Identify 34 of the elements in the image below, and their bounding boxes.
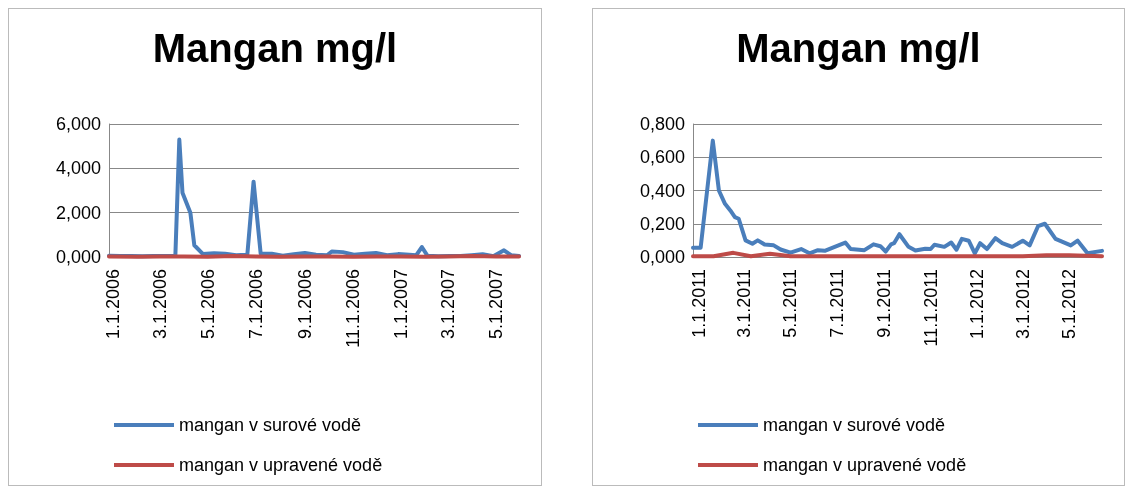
x-tick-label: 11.1.2006 <box>343 269 364 348</box>
legend-label: mangan v surové vodě <box>763 415 946 435</box>
y-tick-label: 0,400 <box>639 180 685 201</box>
x-tick-label: 11.1.2011 <box>920 269 941 347</box>
y-tick-label: 2,000 <box>55 202 101 223</box>
y-tick-label: 4,000 <box>55 158 101 179</box>
x-tick-label: 1.1.2007 <box>391 269 412 340</box>
x-tick-label: 9.1.2011 <box>874 269 895 338</box>
x-tick-label: 3.1.2011 <box>734 269 755 338</box>
x-tick-label: 3.1.2012 <box>1012 269 1033 340</box>
x-tick-label: 7.1.2011 <box>826 269 847 338</box>
x-tick-label: 5.1.2006 <box>197 269 218 340</box>
x-tick-label: 7.1.2006 <box>245 269 266 340</box>
y-tick-label: 6,000 <box>55 114 101 134</box>
x-tick-label: 9.1.2006 <box>294 269 315 340</box>
x-tick-label: 5.1.2011 <box>780 269 801 338</box>
legend-label: mangan v upravené vodě <box>763 455 967 475</box>
y-tick-label: 0,600 <box>639 147 685 168</box>
x-tick-label: 5.1.2007 <box>486 269 507 340</box>
line-series <box>691 138 1104 256</box>
x-tick-label: 5.1.2012 <box>1059 269 1080 340</box>
x-tick-label: 1.1.2012 <box>967 269 988 340</box>
legend-label: mangan v upravené vodě <box>179 455 383 475</box>
y-tick-label: 0,000 <box>639 247 685 267</box>
chart-title: Mangan mg/l <box>152 26 398 70</box>
x-tick-label: 3.1.2007 <box>437 269 458 340</box>
x-tick-label: 1.1.2011 <box>689 269 710 338</box>
y-tick-label: 0,000 <box>55 247 101 267</box>
y-tick-label: 0,200 <box>639 213 685 234</box>
x-tick-label: 3.1.2006 <box>149 269 170 340</box>
legend-label: mangan v surové vodě <box>179 415 362 435</box>
x-tick-label: 1.1.2006 <box>102 269 123 340</box>
y-tick-label: 0,800 <box>639 114 685 134</box>
chart-title: Mangan mg/l <box>736 26 981 70</box>
